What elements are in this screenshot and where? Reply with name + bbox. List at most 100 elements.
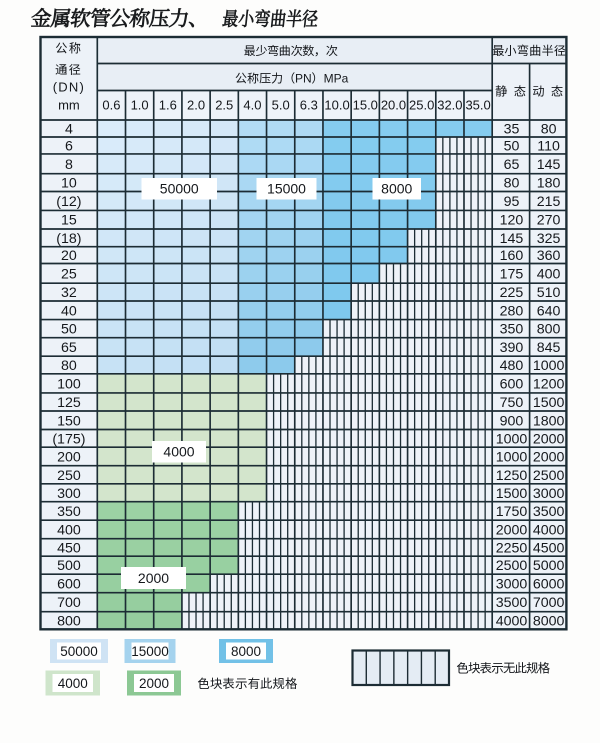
svg-text:色块表示无此规格: 色块表示无此规格 xyxy=(457,662,550,676)
svg-text:(175): (175) xyxy=(52,431,85,447)
svg-text:2500: 2500 xyxy=(533,468,565,484)
svg-text:4000: 4000 xyxy=(496,614,528,630)
svg-text:50000: 50000 xyxy=(160,181,199,197)
svg-text:6000: 6000 xyxy=(533,576,565,592)
svg-text:1000: 1000 xyxy=(496,449,528,465)
svg-text:640: 640 xyxy=(537,303,561,319)
svg-text:350: 350 xyxy=(500,322,524,338)
svg-text:25: 25 xyxy=(61,266,77,282)
svg-text:325: 325 xyxy=(537,231,561,247)
svg-text:175: 175 xyxy=(500,266,524,282)
svg-text:4000: 4000 xyxy=(58,676,88,691)
svg-text:1800: 1800 xyxy=(533,413,565,429)
svg-text:4.0: 4.0 xyxy=(243,98,261,113)
svg-text:金属软管公称压力、: 金属软管公称压力、 xyxy=(30,2,210,32)
svg-text:750: 750 xyxy=(500,395,524,411)
svg-text:300: 300 xyxy=(57,486,81,502)
svg-text:35: 35 xyxy=(504,122,520,138)
svg-text:1500: 1500 xyxy=(496,486,528,502)
svg-text:100: 100 xyxy=(57,376,81,392)
svg-text:8: 8 xyxy=(65,157,73,173)
svg-text:1000: 1000 xyxy=(496,431,528,447)
svg-text:5.0: 5.0 xyxy=(272,98,290,113)
svg-text:50: 50 xyxy=(61,322,77,338)
svg-text:50: 50 xyxy=(504,138,520,154)
svg-text:0.6: 0.6 xyxy=(102,98,120,113)
svg-text:6.3: 6.3 xyxy=(300,98,318,113)
svg-text:250: 250 xyxy=(57,468,81,484)
svg-text:800: 800 xyxy=(537,322,561,338)
svg-text:480: 480 xyxy=(500,358,524,374)
svg-text:510: 510 xyxy=(537,285,561,301)
svg-text:800: 800 xyxy=(57,614,81,630)
svg-text:145: 145 xyxy=(500,231,524,247)
svg-text:25.0: 25.0 xyxy=(409,98,434,113)
svg-text:35.0: 35.0 xyxy=(465,98,490,113)
svg-text:125: 125 xyxy=(57,395,81,411)
svg-text:65: 65 xyxy=(61,340,77,356)
svg-text:600: 600 xyxy=(500,376,524,392)
svg-text:280: 280 xyxy=(500,303,524,319)
svg-text:2500: 2500 xyxy=(496,558,528,574)
svg-text:3000: 3000 xyxy=(496,576,528,592)
svg-text:845: 845 xyxy=(537,340,561,356)
svg-text:1500: 1500 xyxy=(533,395,565,411)
svg-text:2250: 2250 xyxy=(496,540,528,556)
svg-text:2.0: 2.0 xyxy=(187,98,205,113)
svg-text:400: 400 xyxy=(537,266,561,282)
svg-text:3500: 3500 xyxy=(496,595,528,611)
svg-text:4: 4 xyxy=(65,122,73,138)
svg-text:32.0: 32.0 xyxy=(437,98,462,113)
svg-text:40: 40 xyxy=(61,303,77,319)
svg-text:20.0: 20.0 xyxy=(381,98,406,113)
svg-text:270: 270 xyxy=(537,213,561,229)
svg-text:160: 160 xyxy=(500,248,524,264)
svg-text:200: 200 xyxy=(57,449,81,465)
svg-text:2000: 2000 xyxy=(139,676,169,691)
svg-text:500: 500 xyxy=(57,558,81,574)
svg-text:动态: 动态 xyxy=(532,84,569,98)
svg-text:1200: 1200 xyxy=(533,376,565,392)
svg-text:180: 180 xyxy=(537,176,561,192)
svg-text:公称: 公称 xyxy=(55,41,82,55)
svg-text:15: 15 xyxy=(61,213,77,229)
svg-text:(DN): (DN) xyxy=(53,80,85,95)
svg-text:3500: 3500 xyxy=(533,504,565,520)
svg-text:(18): (18) xyxy=(56,231,81,247)
svg-text:80: 80 xyxy=(541,122,557,138)
svg-text:110: 110 xyxy=(537,138,560,154)
svg-text:8000: 8000 xyxy=(231,644,261,659)
svg-text:600: 600 xyxy=(57,576,81,592)
svg-text:95: 95 xyxy=(504,194,520,210)
svg-text:10.0: 10.0 xyxy=(324,98,349,113)
svg-text:6: 6 xyxy=(65,138,73,154)
svg-text:145: 145 xyxy=(537,157,561,173)
svg-text:700: 700 xyxy=(57,595,81,611)
svg-text:150: 150 xyxy=(57,413,81,429)
svg-text:450: 450 xyxy=(57,540,81,556)
svg-text:8000: 8000 xyxy=(533,614,565,630)
svg-text:3000: 3000 xyxy=(533,486,565,502)
svg-text:2000: 2000 xyxy=(496,522,528,538)
svg-text:900: 900 xyxy=(500,413,524,429)
svg-text:2.5: 2.5 xyxy=(215,98,233,113)
svg-text:80: 80 xyxy=(61,358,77,374)
svg-text:15000: 15000 xyxy=(267,181,306,197)
svg-text:1.6: 1.6 xyxy=(159,98,177,113)
svg-text:静态: 静态 xyxy=(495,84,532,98)
svg-text:215: 215 xyxy=(537,194,561,210)
svg-text:公称压力（PN）MPa: 公称压力（PN）MPa xyxy=(235,72,349,86)
svg-text:390: 390 xyxy=(500,340,524,356)
svg-text:4500: 4500 xyxy=(533,540,565,556)
svg-text:65: 65 xyxy=(504,157,520,173)
svg-text:通径: 通径 xyxy=(55,63,82,77)
svg-text:15.0: 15.0 xyxy=(353,98,378,113)
svg-text:最小弯曲半径: 最小弯曲半径 xyxy=(492,44,566,58)
svg-text:2000: 2000 xyxy=(533,449,565,465)
svg-text:4000: 4000 xyxy=(533,522,565,538)
svg-text:360: 360 xyxy=(537,248,561,264)
svg-text:15000: 15000 xyxy=(131,644,169,659)
svg-text:225: 225 xyxy=(500,285,524,301)
svg-text:1000: 1000 xyxy=(533,358,565,374)
svg-text:色块表示有此规格: 色块表示有此规格 xyxy=(198,677,298,691)
